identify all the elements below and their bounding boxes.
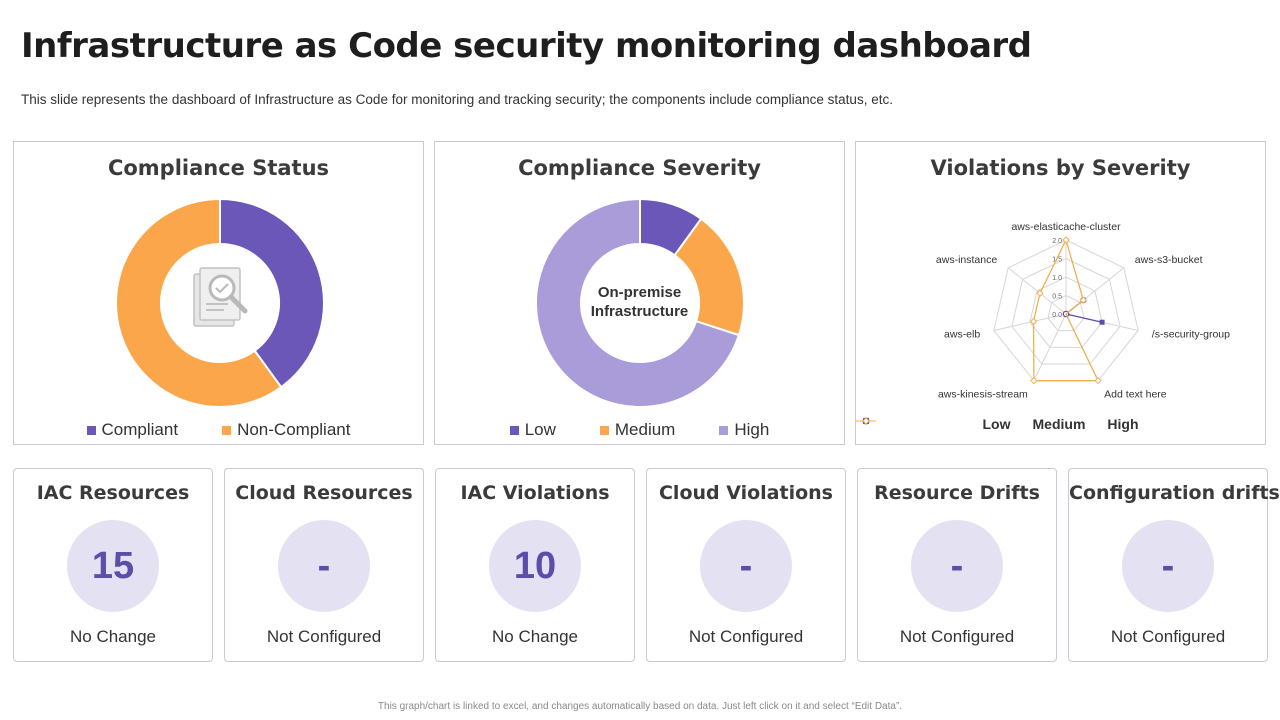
radar-tick-label: 0.5: [1052, 294, 1062, 301]
kpi-card-title: Configuration drifts: [1069, 482, 1267, 504]
legend-item-high: High: [719, 420, 769, 440]
kpi-card-value: -: [278, 520, 370, 612]
legend-label: High: [1107, 416, 1138, 432]
legend-label: Medium: [615, 420, 675, 440]
legend-item-high: High: [1107, 416, 1138, 432]
legend-swatch: [719, 426, 728, 435]
kpi-card-status: No Change: [436, 627, 634, 647]
radar-category-label: aws-s3-bucket: [1135, 254, 1203, 266]
donut-center-label: On-premise Infrastructure: [435, 283, 844, 321]
radar-category-label: /s-security-group: [1152, 329, 1230, 341]
compliance-severity-panel[interactable]: Compliance Severity On-premise Infrastru…: [434, 141, 845, 445]
radar-category-label: Add text here: [1104, 388, 1167, 400]
kpi-card-iac-violations[interactable]: IAC Violations 10 No Change: [435, 468, 635, 662]
radar-legend: Low Medium High: [856, 416, 1265, 432]
compliance-status-donut[interactable]: [14, 142, 425, 446]
compliance-severity-legend: Low Medium High: [435, 420, 844, 440]
radar-category-label: aws-elb: [944, 329, 980, 341]
radar-category-label: aws-kinesis-stream: [938, 388, 1028, 400]
kpi-card-status: Not Configured: [858, 627, 1056, 647]
legend-label: Compliant: [102, 420, 179, 440]
legend-swatch: [87, 426, 96, 435]
legend-item-medium: Medium: [1033, 416, 1086, 432]
kpi-card-resource-drifts[interactable]: Resource Drifts - Not Configured: [857, 468, 1057, 662]
legend-label: Non-Compliant: [237, 420, 350, 440]
legend-swatch: [510, 426, 519, 435]
radar-point: [1100, 320, 1105, 325]
center-label-line: On-premise: [435, 283, 844, 302]
kpi-card-value: 10: [489, 520, 581, 612]
page-title: Infrastructure as Code security monitori…: [21, 26, 1032, 66]
compliance-status-panel[interactable]: Compliance Status Compliant Non-Complian…: [13, 141, 424, 445]
kpi-card-cloud-violations[interactable]: Cloud Violations - Not Configured: [646, 468, 846, 662]
legend-label: Low: [983, 416, 1011, 432]
kpi-card-iac-resources[interactable]: IAC Resources 15 No Change: [13, 468, 213, 662]
violations-by-severity-panel[interactable]: Violations by Severity 2.0 1.5 1.0 0.5 0.0 aw…: [855, 141, 1266, 445]
kpi-card-value: -: [1122, 520, 1214, 612]
kpi-card-title: Cloud Violations: [647, 482, 845, 504]
document-magnifier-shield-icon: [194, 268, 245, 326]
kpi-card-cloud-resources[interactable]: Cloud Resources - Not Configured: [224, 468, 424, 662]
legend-item-low: Low: [983, 416, 1011, 432]
kpi-card-title: IAC Violations: [436, 482, 634, 504]
kpi-card-configuration-drifts[interactable]: Configuration drifts - Not Configured: [1068, 468, 1268, 662]
kpi-card-status: No Change: [14, 627, 212, 647]
radar-series-low[interactable]: [1066, 314, 1102, 322]
kpi-card-status: Not Configured: [225, 627, 423, 647]
kpi-card-title: Cloud Resources: [225, 482, 423, 504]
legend-marker-icon: [856, 416, 876, 426]
page-subtitle: This slide represents the dashboard of I…: [21, 92, 893, 107]
legend-swatch: [600, 426, 609, 435]
legend-item-low: Low: [510, 420, 556, 440]
center-label-line: Infrastructure: [435, 302, 844, 321]
radar-tick-label: 1.0: [1052, 275, 1062, 282]
legend-label: Medium: [1033, 416, 1086, 432]
kpi-card-value: -: [700, 520, 792, 612]
kpi-card-title: IAC Resources: [14, 482, 212, 504]
legend-label: High: [734, 420, 769, 440]
violations-radar-chart[interactable]: 2.01.51.00.50.0aws-elasticache-clusteraw…: [856, 142, 1267, 446]
legend-label: Low: [525, 420, 556, 440]
radar-point: [1063, 237, 1069, 243]
kpi-card-title: Resource Drifts: [858, 482, 1056, 504]
legend-swatch: [222, 426, 231, 435]
radar-category-label: aws-instance: [936, 254, 997, 266]
legend-item-medium: Medium: [600, 420, 675, 440]
radar-category-label: aws-elasticache-cluster: [1011, 221, 1121, 233]
radar-tick-label: 2.0: [1052, 238, 1062, 245]
footnote: This graph/chart is linked to excel, and…: [0, 701, 1280, 712]
kpi-card-value: -: [911, 520, 1003, 612]
compliance-status-legend: Compliant Non-Compliant: [14, 420, 423, 440]
legend-item-compliant: Compliant: [87, 420, 179, 440]
kpi-card-status: Not Configured: [647, 627, 845, 647]
radar-tick-label: 0.0: [1052, 312, 1062, 319]
legend-item-non-compliant: Non-Compliant: [222, 420, 350, 440]
kpi-card-value: 15: [67, 520, 159, 612]
kpi-card-status: Not Configured: [1069, 627, 1267, 647]
